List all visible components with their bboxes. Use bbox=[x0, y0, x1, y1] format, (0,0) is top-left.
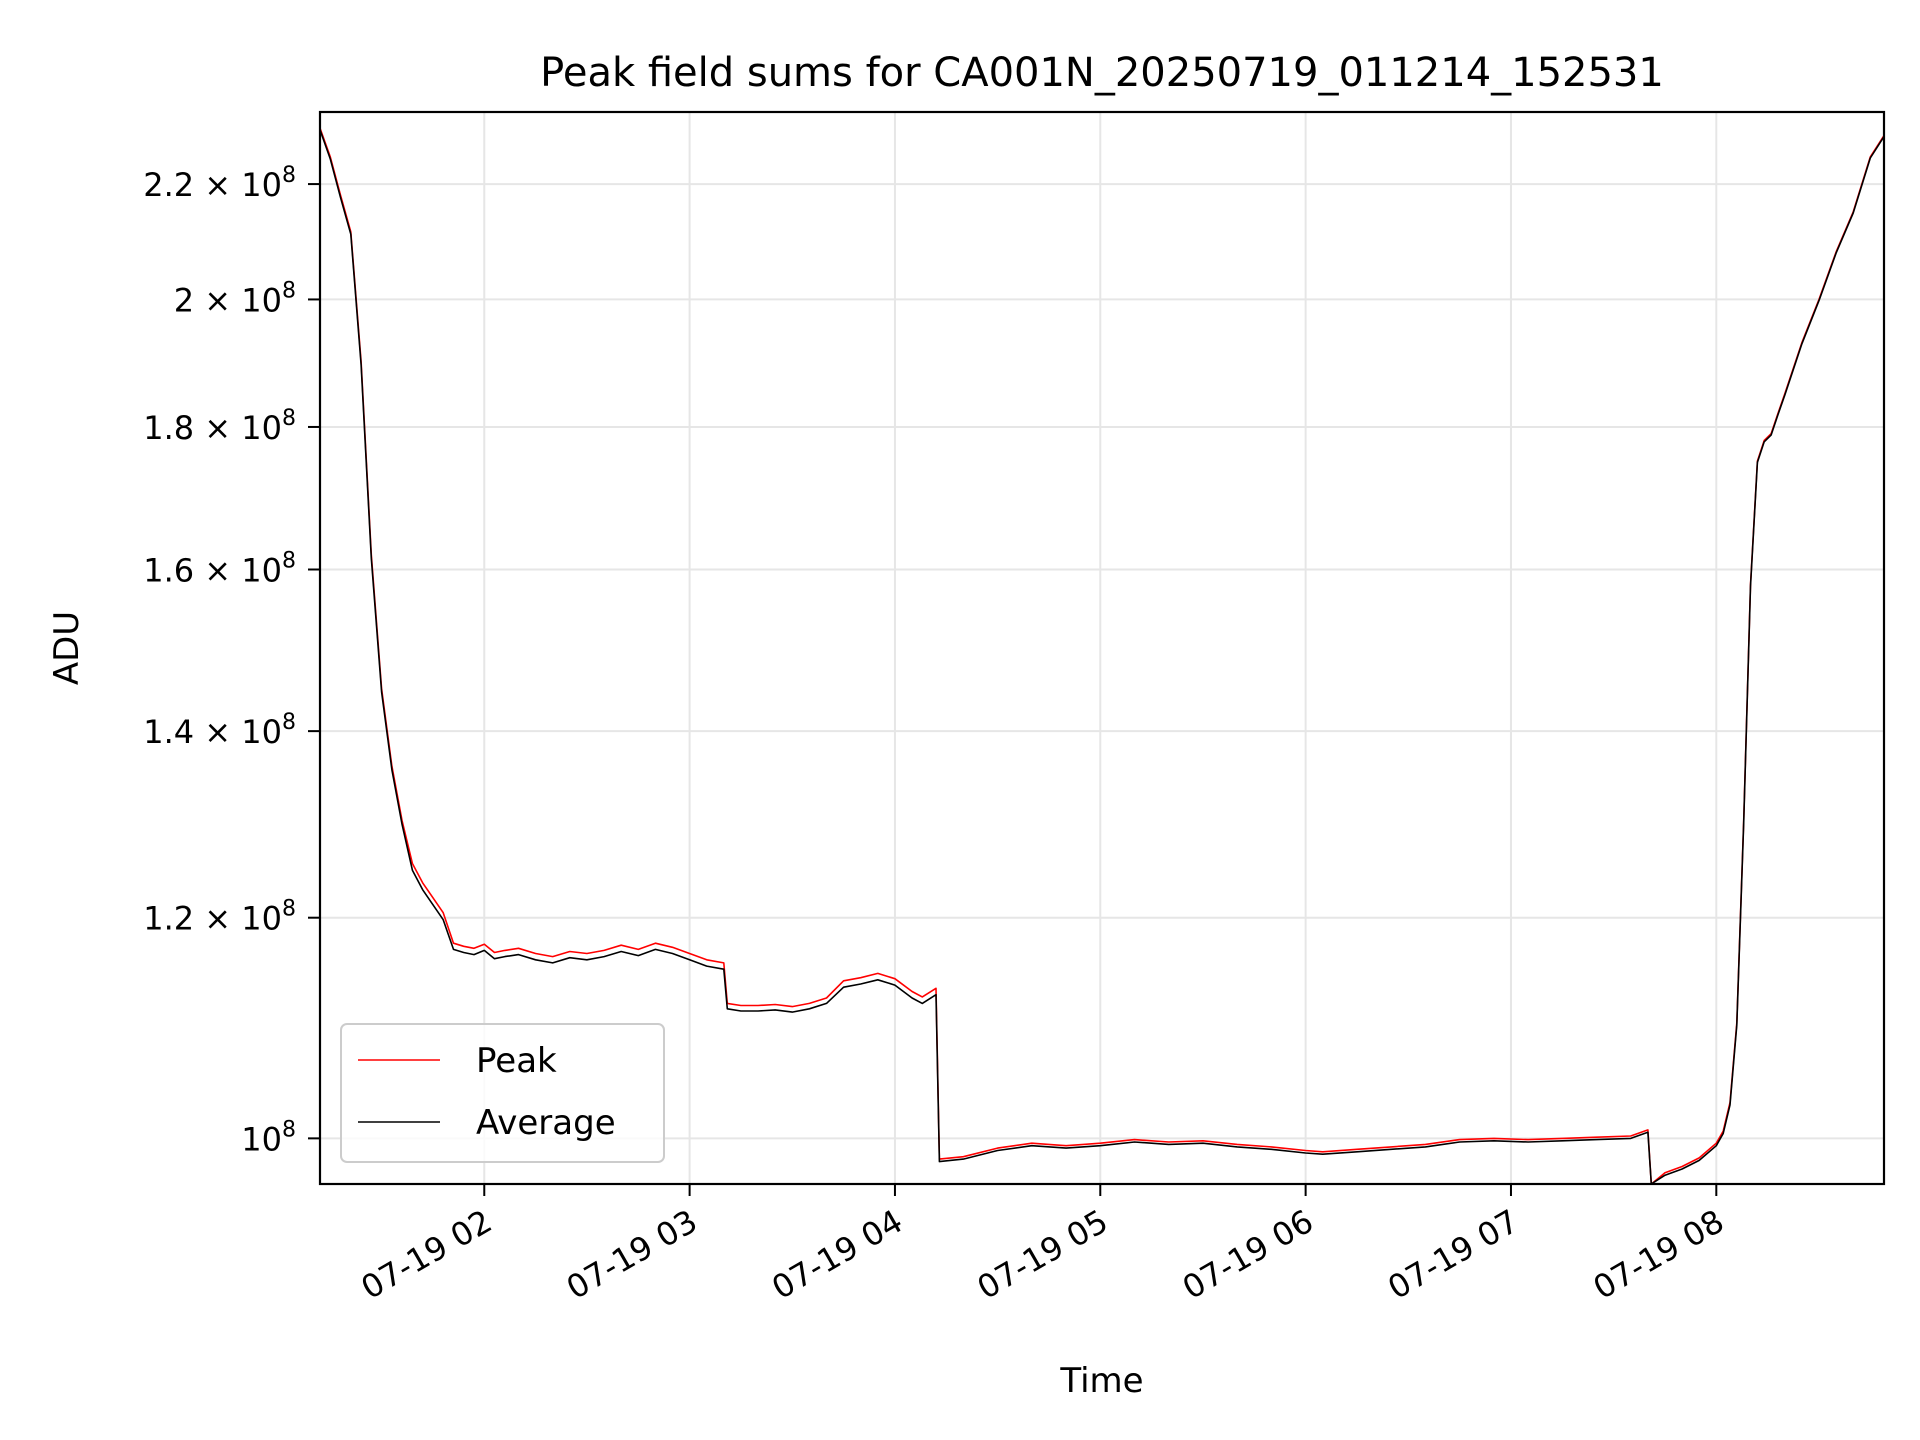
legend-label-average: Average bbox=[476, 1103, 616, 1143]
plot-frame bbox=[318, 110, 1886, 1186]
y-tick-label: 1.4 × 108 bbox=[143, 710, 296, 751]
y-tick-label: 2 × 108 bbox=[174, 278, 296, 319]
y-axis-title: ADU bbox=[47, 611, 87, 685]
x-axis-title: Time bbox=[1059, 1361, 1143, 1401]
y-tick-label: 1.6 × 108 bbox=[143, 549, 296, 590]
series-line-average bbox=[319, 129, 1885, 1185]
y-tick-label: 1.2 × 108 bbox=[143, 897, 296, 938]
legend-label-peak: Peak bbox=[476, 1041, 557, 1081]
legend-box bbox=[340, 1023, 665, 1163]
legend: Peak Average bbox=[340, 1023, 665, 1163]
y-tick-label: 1.8 × 108 bbox=[143, 406, 296, 447]
chart-title: Peak field sums for CA001N_20250719_0112… bbox=[540, 50, 1664, 96]
y-tick-label: 2.2 × 108 bbox=[143, 163, 296, 204]
series-layer bbox=[319, 127, 1885, 1185]
y-axis-ticks: 108 1.2 × 108 1.4 × 108 1.6 × 108 1.8 × 108 2… bbox=[143, 163, 320, 1158]
y-tick-label: 108 bbox=[241, 1117, 296, 1158]
